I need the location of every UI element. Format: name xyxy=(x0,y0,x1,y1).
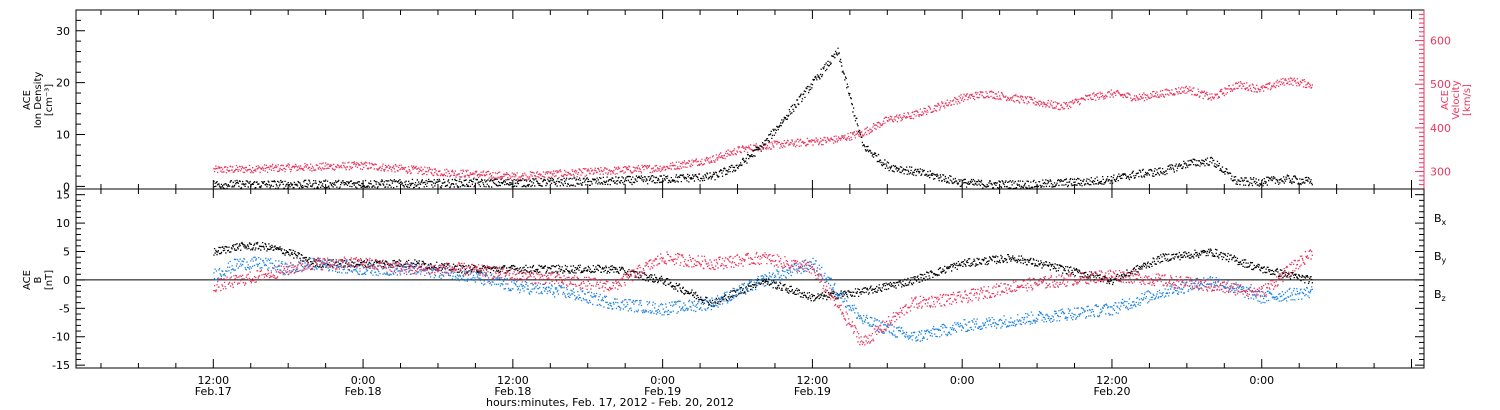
top-left-axis: 0 10 20 30 xyxy=(56,19,85,193)
x-date-label: Feb.18 xyxy=(345,385,382,398)
top-right-tick-label: 600 xyxy=(1430,35,1451,48)
bottom-left-tick-label: 10 xyxy=(56,217,70,230)
x-axis: 12:00 0:00 12:00 0:00 12:00 0:00 12:00 0:00Feb.… xyxy=(100,10,1413,409)
series-bx-points xyxy=(213,241,1313,307)
x-time-label: 12:00 xyxy=(497,374,529,387)
legend-label-main: B xyxy=(1434,250,1442,263)
bottom-left-axis-title-line: [nT] xyxy=(44,270,55,290)
top-right-tick-label: 400 xyxy=(1430,122,1451,135)
x-date-label: Feb.18 xyxy=(494,385,531,398)
top-left-axis-title-line: ACE xyxy=(22,90,33,110)
x-date-label: Feb.20 xyxy=(1093,385,1130,398)
bottom-left-axis-title-line: ACE xyxy=(22,270,33,290)
x-date-label: Feb.17 xyxy=(195,385,232,398)
x-time-label: 0:00 xyxy=(650,374,675,387)
x-time-label: 12:00 xyxy=(1096,374,1128,387)
top-left-tick-label: 10 xyxy=(56,129,70,142)
density-series-points xyxy=(213,47,1313,190)
x-time-label: 0:00 xyxy=(1249,374,1274,387)
series-bz xyxy=(213,249,1313,346)
series-bz-points xyxy=(213,249,1313,346)
x-time-label: 12:00 xyxy=(197,374,229,387)
top-right-axis-title-line: Velocity xyxy=(1451,80,1462,119)
legend-label-main: B xyxy=(1434,288,1442,301)
top-left-tick-label: 30 xyxy=(56,25,70,38)
x-date-label: Feb.19 xyxy=(794,385,831,398)
legend-by: By xyxy=(1434,250,1447,265)
bottom-left-tick-label: 0 xyxy=(63,274,70,287)
top-left-axis-title-line: Ion Density xyxy=(33,72,44,129)
top-right-tick-label: 500 xyxy=(1430,78,1451,91)
legend-bz: Bz xyxy=(1434,288,1446,303)
density-series xyxy=(213,47,1313,190)
bottom-panel-frame xyxy=(75,188,1425,369)
x-time-label: 0:00 xyxy=(351,374,376,387)
bottom-left-tick-label: -15 xyxy=(52,359,70,372)
legend-label-sub: x xyxy=(1442,218,1447,227)
legend-label-sub: y xyxy=(1442,256,1447,265)
top-left-axis-title: ACEIon Density[cm⁻³] xyxy=(22,72,55,129)
series-by-points xyxy=(213,256,1313,342)
top-right-axis: 300 400 500 600 xyxy=(1415,10,1451,189)
top-left-tick-label: 0 xyxy=(63,180,70,193)
legend-bx: Bx xyxy=(1434,212,1447,227)
bottom-left-tick-label: -10 xyxy=(52,331,70,344)
series-by xyxy=(213,256,1313,342)
x-time-label: 0:00 xyxy=(950,374,975,387)
bottom-left-axis-title-line: B xyxy=(33,276,44,283)
top-left-tick-label: 20 xyxy=(56,77,70,90)
legend-label-main: B xyxy=(1434,212,1442,225)
top-left-axis-title-line: [cm⁻³] xyxy=(44,84,55,116)
x-date-label: Feb.19 xyxy=(644,385,681,398)
velocity-series-points xyxy=(213,77,1313,181)
series-bx xyxy=(213,241,1313,307)
legend-label-sub: z xyxy=(1442,294,1446,303)
bottom-left-axis-title: ACEB[nT] xyxy=(22,270,55,290)
x-axis-title: hours:minutes, Feb. 17, 2012 - Feb. 20, … xyxy=(486,396,734,409)
bottom-left-tick-label: 15 xyxy=(56,189,70,202)
bottom-left-tick-label: -5 xyxy=(59,302,70,315)
velocity-series xyxy=(213,77,1313,181)
bottom-left-tick-label: 5 xyxy=(63,246,70,259)
x-time-label: 12:00 xyxy=(797,374,829,387)
bottom-left-axis: -15 -10 -5 0 5 10 15 xyxy=(52,189,1424,372)
top-right-axis-title-line: ACE xyxy=(1440,90,1451,110)
top-right-axis-title-line: [km/s] xyxy=(1462,84,1473,116)
top-right-tick-label: 300 xyxy=(1430,166,1451,179)
top-right-axis-title: ACEVelocity[km/s] xyxy=(1440,80,1473,119)
top-panel-frame xyxy=(75,9,1425,190)
